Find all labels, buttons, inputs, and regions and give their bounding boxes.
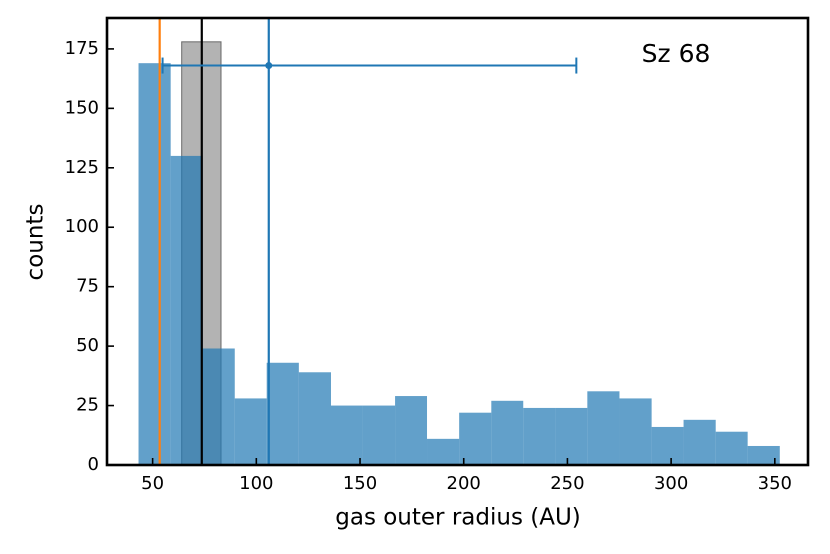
histogram-bar: [266, 362, 299, 465]
histogram-bar: [395, 396, 428, 465]
annotation: Sz 68: [642, 39, 711, 68]
y-tick-label: 100: [65, 216, 99, 237]
histogram-bar: [683, 419, 716, 465]
histogram-bar: [491, 400, 524, 465]
y-tick-label: 125: [65, 157, 99, 178]
histogram-bar: [459, 412, 492, 465]
histogram-bar: [651, 426, 684, 465]
x-tick-label: 100: [239, 473, 273, 494]
histogram-bar: [234, 398, 267, 465]
x-tick-label: 50: [141, 473, 164, 494]
x-tick-label: 200: [447, 473, 481, 494]
x-tick-label: 150: [343, 473, 377, 494]
histogram-bar: [170, 155, 203, 466]
y-tick-label: 75: [76, 276, 99, 297]
histogram-bar: [747, 445, 780, 465]
histogram-bar: [619, 398, 652, 465]
histogram-bar: [202, 348, 235, 465]
x-axis-label: gas outer radius (AU): [335, 505, 581, 531]
plot-frame: [105, 16, 810, 467]
error-point: [265, 62, 273, 70]
x-tick-label: 350: [758, 473, 792, 494]
histogram-bar: [427, 438, 460, 465]
histogram-bar: [555, 407, 588, 465]
y-tick-label: 150: [65, 97, 99, 118]
y-tick-label: 50: [76, 335, 99, 356]
histogram-bar: [298, 372, 331, 465]
histogram-bar: [715, 431, 748, 465]
histogram-bar: [587, 391, 620, 465]
histogram-bar: [362, 405, 396, 465]
y-axis-label: counts: [23, 204, 49, 281]
x-tick-label: 300: [654, 473, 688, 494]
histogram-bar: [138, 63, 171, 465]
histogram-bar: [330, 405, 363, 465]
y-tick-label: 25: [76, 395, 99, 416]
x-tick-label: 250: [550, 473, 584, 494]
histogram-bar: [523, 407, 556, 465]
y-tick-label: 175: [65, 38, 99, 59]
y-tick-label: 0: [88, 454, 99, 475]
